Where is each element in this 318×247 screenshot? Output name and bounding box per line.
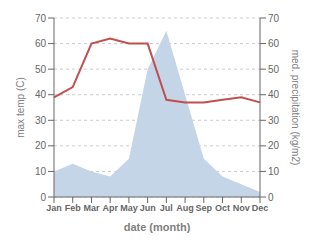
svg-text:0: 0: [268, 192, 274, 203]
svg-text:10: 10: [35, 166, 47, 177]
svg-text:70: 70: [35, 13, 47, 24]
svg-text:40: 40: [35, 89, 47, 100]
svg-text:Nov: Nov: [233, 203, 250, 213]
svg-text:0: 0: [40, 192, 46, 203]
svg-text:Jul: Jul: [160, 203, 173, 213]
svg-text:Aug: Aug: [176, 203, 194, 213]
svg-text:Sep: Sep: [196, 203, 213, 213]
svg-text:Jun: Jun: [140, 203, 156, 213]
svg-text:10: 10: [268, 166, 280, 177]
svg-text:Oct: Oct: [215, 203, 230, 213]
svg-text:20: 20: [268, 140, 280, 151]
svg-text:Mar: Mar: [83, 203, 100, 213]
svg-text:max temp (C): max temp (C): [15, 77, 26, 138]
svg-text:med. precipitation (kg/m2): med. precipitation (kg/m2): [290, 50, 301, 166]
svg-text:30: 30: [268, 115, 280, 126]
svg-text:60: 60: [35, 38, 47, 49]
svg-text:60: 60: [268, 38, 280, 49]
svg-text:40: 40: [268, 89, 280, 100]
svg-text:date (month): date (month): [124, 221, 191, 233]
svg-text:50: 50: [35, 64, 47, 75]
svg-text:Apr: Apr: [102, 203, 118, 213]
svg-text:50: 50: [268, 64, 280, 75]
svg-text:Feb: Feb: [65, 203, 82, 213]
svg-text:May: May: [120, 203, 138, 213]
svg-text:Dec: Dec: [252, 203, 269, 213]
svg-text:30: 30: [35, 115, 47, 126]
svg-text:Jan: Jan: [46, 203, 62, 213]
svg-text:70: 70: [268, 13, 280, 24]
svg-text:20: 20: [35, 140, 47, 151]
